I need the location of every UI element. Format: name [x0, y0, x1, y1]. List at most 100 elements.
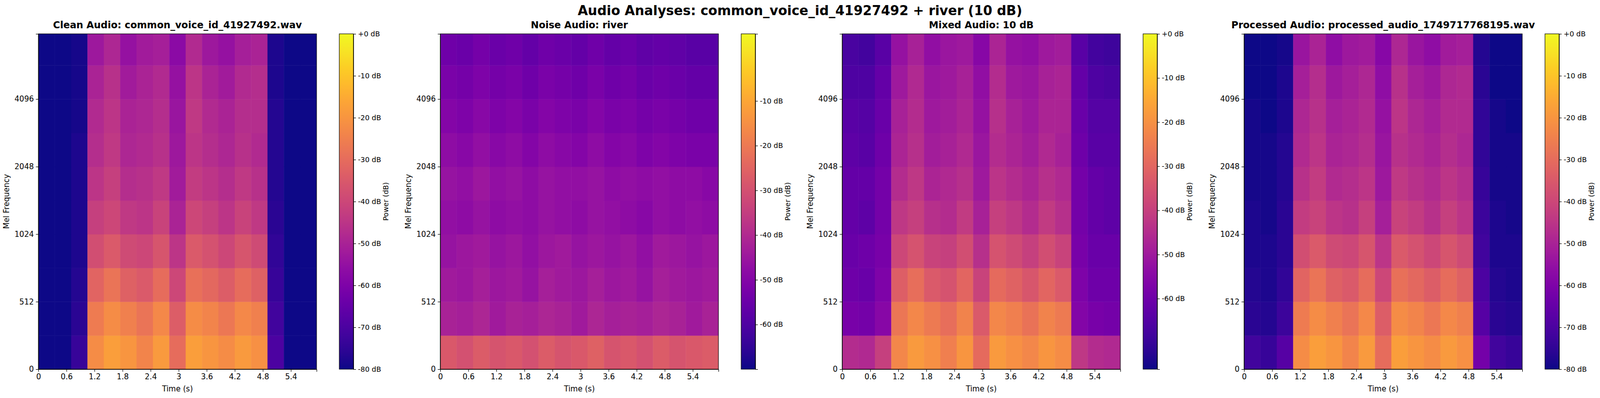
cell	[1440, 98, 1458, 133]
colorbar-tick-label: -70 dB	[357, 323, 382, 332]
cell	[1374, 98, 1392, 133]
colorbar-tick: -40 dB	[353, 197, 382, 206]
cell	[169, 234, 186, 269]
cell	[87, 335, 105, 370]
cell	[989, 234, 1007, 269]
cell	[1325, 200, 1343, 235]
cell	[571, 98, 588, 133]
cell	[636, 301, 654, 336]
cell	[104, 335, 121, 370]
cell	[1342, 132, 1359, 167]
cell	[1104, 166, 1121, 201]
cell	[201, 132, 219, 167]
cell	[1440, 335, 1458, 370]
cell	[972, 65, 990, 99]
cell	[1005, 65, 1023, 99]
cell	[891, 166, 908, 201]
cell	[620, 335, 638, 370]
cell	[587, 33, 605, 66]
cell	[1424, 98, 1441, 133]
cell	[842, 98, 859, 133]
cell	[38, 65, 56, 99]
cell	[669, 65, 687, 99]
cell	[652, 301, 670, 336]
cell	[473, 234, 490, 269]
cell	[1440, 200, 1458, 235]
y-tick-label: 1024	[1220, 229, 1240, 239]
y-axis-title: Mel Frequency	[1207, 174, 1217, 230]
cell	[842, 335, 859, 370]
cell	[603, 166, 621, 201]
x-tick-label: 1.2	[88, 372, 101, 382]
x-tick: 0	[1242, 369, 1248, 382]
cell	[1456, 301, 1474, 336]
y-tick-label: 0	[832, 364, 838, 374]
cell	[1087, 200, 1105, 235]
cell	[456, 234, 474, 269]
cell	[489, 200, 506, 235]
x-tick-label: 2.4	[144, 372, 158, 382]
x-axis-line	[1244, 369, 1523, 373]
y-tick-mark	[839, 234, 843, 235]
cell	[267, 33, 285, 66]
cell	[1309, 65, 1327, 99]
cell	[440, 301, 457, 336]
panel: 00.61.21.82.433.64.24.85.405121024204840…	[1207, 19, 1596, 394]
x-tick: 1.8	[1322, 369, 1335, 382]
cell	[940, 335, 957, 370]
cell	[218, 267, 236, 302]
cell	[1407, 267, 1425, 302]
colorbar-tick: -10 dB	[1157, 73, 1185, 82]
cell	[456, 132, 474, 167]
cell	[1005, 301, 1023, 336]
x-tick: 3	[578, 369, 584, 382]
colorbar-tick-label: -40 dB	[357, 197, 382, 206]
cell	[1391, 200, 1409, 235]
cell	[1473, 335, 1490, 370]
y-tick-mark	[839, 301, 843, 302]
cell	[554, 267, 572, 302]
cell	[620, 132, 638, 167]
cell	[250, 301, 268, 336]
cell	[907, 200, 925, 235]
y-tick: 4096	[14, 94, 39, 104]
cell	[1022, 98, 1040, 133]
cell	[104, 132, 121, 167]
cell	[1440, 132, 1458, 167]
cell	[538, 98, 555, 133]
colorbar	[1544, 33, 1560, 370]
cell	[1309, 267, 1327, 302]
cell	[38, 98, 56, 133]
cell	[1391, 301, 1409, 336]
cell	[152, 65, 170, 99]
cell	[54, 234, 72, 269]
cell	[1506, 267, 1523, 302]
cell	[538, 301, 555, 336]
x-tick: 1.8	[116, 369, 129, 382]
cell	[185, 267, 203, 302]
colorbar-tick: -80 dB	[1559, 365, 1587, 374]
colorbar-tick: -30 dB	[1157, 162, 1185, 171]
cell	[1038, 267, 1056, 302]
y-axis-line	[1241, 34, 1245, 370]
cell	[104, 200, 121, 235]
y-tick: 1024	[818, 229, 843, 239]
x-tick-label: 4.2	[631, 372, 644, 382]
cell	[234, 166, 252, 201]
y-tick-label: 0	[28, 364, 34, 374]
x-tick-label: 5.4	[285, 372, 298, 382]
cell	[1244, 301, 1261, 336]
cell	[1293, 267, 1310, 302]
cell	[989, 166, 1007, 201]
y-tick-mark	[35, 369, 39, 370]
x-tick: 4.8	[256, 369, 270, 382]
cell	[571, 200, 588, 235]
colorbar-tick-mark	[755, 145, 758, 146]
x-tick: 0	[840, 369, 846, 382]
cell	[38, 234, 56, 269]
cell	[1022, 335, 1040, 370]
cell	[702, 267, 719, 302]
colorbar-tick: -30 dB	[755, 186, 784, 195]
cell	[218, 335, 236, 370]
x-tick-label: 5.4	[1490, 372, 1504, 382]
